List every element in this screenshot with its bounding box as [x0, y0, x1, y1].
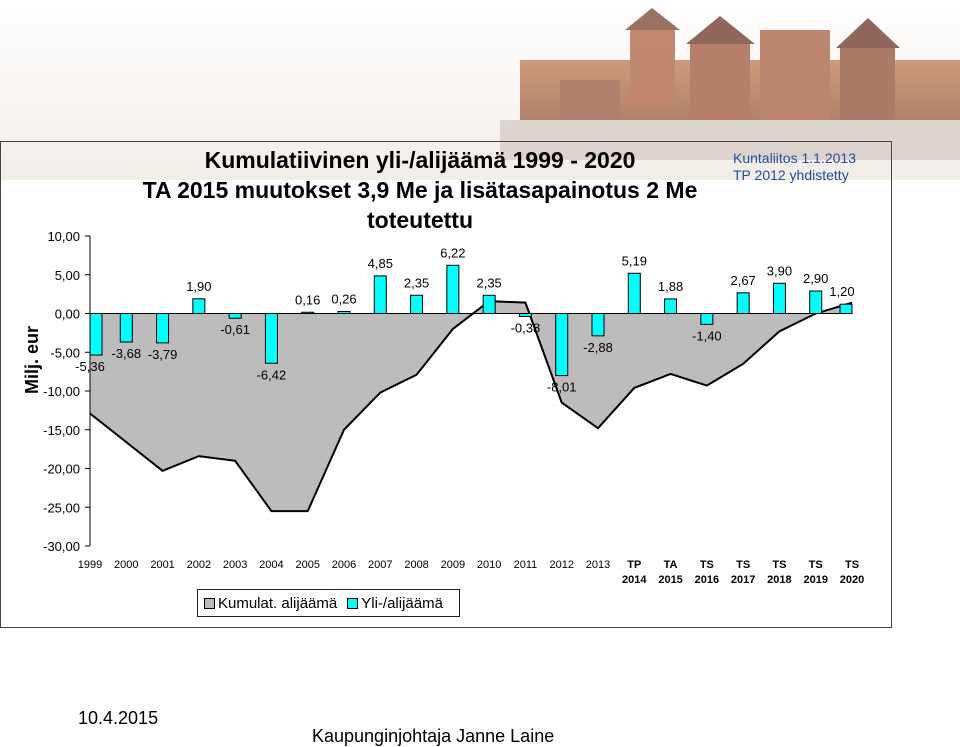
bar-2004 [264, 313, 278, 364]
bar-2010 [482, 294, 496, 315]
merger-note: Kuntaliitos 1.1.2013 [733, 150, 856, 166]
data-label: 0,16 [295, 292, 320, 307]
chart-frame [0, 141, 892, 628]
bar-2009 [446, 264, 460, 315]
bar-2013 [591, 313, 605, 337]
chart-title-line-2: TA 2015 muutokset 3,9 Me ja lisätasapain… [142, 177, 698, 203]
y-tick-label: -20,00 [43, 462, 80, 477]
legend-label-annual: Yli-/alijäämä [361, 594, 443, 612]
x-tick-label: 2018 [767, 574, 791, 586]
bar-2003 [228, 313, 242, 319]
x-tick-label: 2000 [114, 559, 138, 571]
x-tick-label: TP [627, 559, 641, 571]
x-tick-label: 2020 [840, 574, 864, 586]
castle-photo-banner [0, 0, 960, 180]
x-tick-label: 2014 [622, 574, 647, 586]
bar-ta-2015 [664, 298, 678, 314]
data-label: -3,68 [111, 346, 141, 361]
data-label: 2,90 [803, 271, 828, 286]
bar-ts-2019 [809, 290, 823, 314]
x-tick-label: 2009 [441, 559, 465, 571]
data-label: 1,20 [829, 284, 854, 299]
data-label: -0,38 [511, 320, 541, 335]
data-label: 1,88 [658, 279, 683, 294]
y-tick-label: -5,00 [50, 345, 80, 360]
y-tick-label: 10,00 [47, 229, 80, 244]
chart-title-line-1: Kumulatiivinen yli-/alijäämä 1999 - 2020 [204, 147, 636, 173]
cumulative-line [89, 300, 853, 513]
legend-swatch-cumulative [204, 597, 215, 609]
footer-author: Kaupunginjohtaja Janne Laine [312, 726, 555, 746]
data-label: -3,79 [148, 347, 178, 362]
legend-item-cumulative: Kumulat. alijäämä [204, 595, 337, 612]
y-axis-title: Milj. eur [22, 326, 42, 394]
data-label: 5,19 [622, 253, 647, 268]
data-label: -6,42 [257, 367, 287, 382]
footer-date: 10.4.2015 [78, 708, 159, 728]
x-tick-label: 2013 [586, 559, 610, 571]
bar-tp-2014 [627, 272, 641, 314]
bar-ts-2017 [736, 292, 750, 314]
data-label: 3,90 [767, 263, 792, 278]
x-tick-label: 2006 [332, 559, 356, 571]
tp-note: TP 2012 yhdistetty [733, 167, 849, 183]
x-tick-label: 2010 [477, 559, 501, 571]
bar-1999 [89, 313, 103, 356]
x-tick-label: TS [700, 559, 714, 571]
bar-ts-2020 [839, 303, 853, 315]
data-label: 1,90 [186, 279, 211, 294]
y-tick-label: 0,00 [55, 307, 80, 322]
bar-ts-2016 [700, 313, 714, 325]
y-tick-label: -30,00 [43, 539, 80, 554]
x-tick-label: 2007 [368, 559, 392, 571]
bar-2000 [119, 313, 133, 343]
x-tick-label: 1999 [78, 559, 102, 571]
x-tick-label: 2004 [259, 559, 283, 571]
x-tick-label: TS [772, 559, 786, 571]
data-label: 6,22 [440, 245, 465, 260]
data-label: -0,61 [220, 322, 250, 337]
x-tick-label: 2011 [514, 559, 538, 571]
x-tick-label: 2003 [223, 559, 247, 571]
data-label: -2,88 [583, 340, 613, 355]
data-label: -5,36 [75, 359, 105, 374]
data-label: -1,40 [692, 328, 722, 343]
bar-2008 [410, 294, 424, 315]
legend-label-cumulative: Kumulat. alijäämä [218, 594, 338, 612]
data-label: 2,35 [476, 275, 501, 290]
data-label: 2,35 [404, 275, 429, 290]
legend-swatch-annual [347, 597, 359, 609]
y-tick-label: 5,00 [55, 268, 80, 283]
bar-2012 [555, 313, 569, 377]
chart-legend: Kumulat. alijäämä Yli-/alijäämä [197, 589, 460, 617]
x-tick-label: TS [845, 559, 859, 571]
x-tick-label: 2016 [695, 574, 719, 586]
chart-title-line-3: toteutettu [366, 207, 474, 233]
x-tick-label: 2005 [295, 559, 319, 571]
data-label: 4,85 [368, 256, 393, 271]
x-tick-label: 2008 [404, 559, 428, 571]
x-tick-label: TA [664, 559, 678, 571]
legend-item-annual: Yli-/alijäämä [347, 595, 443, 612]
x-tick-label: 2002 [187, 559, 211, 571]
x-tick-label: 2001 [150, 559, 174, 571]
y-tick-label: -25,00 [43, 500, 80, 515]
bar-ts-2018 [772, 282, 786, 314]
x-tick-label: 2015 [658, 574, 682, 586]
bar-2007 [373, 275, 387, 315]
y-tick-label: -10,00 [43, 384, 80, 399]
x-tick-label: TS [736, 559, 750, 571]
bar-2001 [156, 313, 170, 344]
x-tick-label: TS [809, 559, 823, 571]
data-label: 2,67 [730, 273, 755, 288]
y-tick-label: -15,00 [43, 423, 80, 438]
x-tick-label: 2012 [549, 559, 573, 571]
x-tick-label: 2017 [731, 574, 755, 586]
cumulative-area [90, 301, 852, 512]
bar-2002 [192, 298, 206, 314]
data-label: 0,26 [331, 291, 356, 306]
x-tick-label: 2019 [803, 574, 827, 586]
data-label: -8,01 [547, 380, 577, 395]
